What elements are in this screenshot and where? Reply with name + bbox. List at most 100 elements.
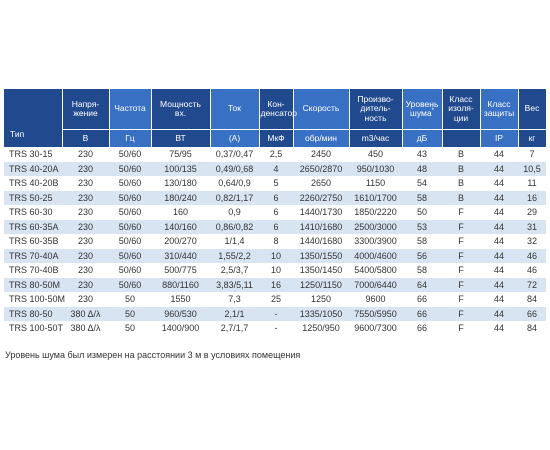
table-cell: 44 [480, 321, 518, 336]
header-noise: Уровень шума* [402, 89, 443, 130]
unit-noise: дБ [402, 129, 443, 147]
unit-insulation [442, 129, 481, 147]
header-label: Вес [524, 103, 540, 114]
table-cell: 1440/1680 [293, 234, 349, 249]
table-cell: 32 [518, 234, 546, 249]
table-cell: 0,82/1,17 [210, 190, 259, 205]
table-cell: 1250/950 [293, 321, 349, 336]
table-cell: 4 [259, 161, 293, 176]
unit-power: ВТ [151, 129, 211, 147]
table-cell: 1150 [349, 176, 402, 191]
table-cell: 500/775 [151, 263, 210, 278]
table-cell: 160 [151, 205, 210, 220]
table-cell: 1550 [151, 292, 210, 307]
header-label: Класс изоля-ции [448, 93, 474, 123]
table-cell: 230 [62, 205, 109, 220]
header-label: Класс защиты [483, 98, 515, 118]
header-speed: Скорость [293, 89, 350, 130]
type-cell: TRS 100-50T [4, 321, 63, 336]
table-cell: 66 [402, 321, 442, 336]
table-cell: 50/60 [109, 176, 151, 191]
table-cell: 46 [518, 248, 546, 263]
header-protection: Класс защиты [480, 89, 519, 130]
unit-protection: IP [480, 129, 519, 147]
unit-capacity: m3/час [349, 129, 403, 147]
table-cell: 66 [518, 306, 546, 321]
table-cell: 230 [62, 234, 109, 249]
header-label: Напря-жение [71, 98, 100, 118]
table-cell: 84 [518, 292, 546, 307]
table-cell: B [442, 176, 480, 191]
table-row: TRS 30-15 230 50/60 75/95 0,37/0,47 2,5 2450 45… [4, 147, 546, 162]
specs-table: Тип Напря-жение Частота Мощность вх. Ток … [4, 89, 547, 336]
table-cell: 1350/1550 [293, 248, 349, 263]
table-body: TRS 30-15 230 50/60 75/95 0,37/0,47 2,5 2450 45… [4, 147, 546, 336]
table-cell: 200/270 [151, 234, 210, 249]
type-cell: TRS 60-35A [4, 219, 62, 234]
table-cell: 2,7/1,7 [210, 321, 259, 336]
table-cell: 380 Δ/λ [62, 306, 109, 321]
table-cell: 50 [109, 306, 151, 321]
header-label: Произво-дитель-ность [357, 93, 394, 123]
table-row: TRS 70-40B 230 50/60 500/775 2,5/3,7 10 1350/1… [4, 263, 546, 278]
header-label: Частота [114, 103, 146, 114]
table-cell: 44 [480, 292, 518, 307]
table-cell: 7,3 [210, 292, 259, 307]
table-cell: 230 [62, 219, 109, 234]
table-row: TRS 80-50 380 Δ/λ 50 960/530 2,1/1-1335/1050… [4, 306, 546, 321]
table-cell: 2,5 [259, 147, 293, 162]
table-cell: 2,1/1 [210, 306, 259, 321]
table-cell: 380 Δ/λ [62, 321, 109, 336]
table-cell: 44 [480, 147, 518, 162]
table-cell: F [442, 234, 480, 249]
table-cell: 9600 [349, 292, 402, 307]
table-cell: 44 [480, 176, 518, 191]
table-cell: 10,5 [518, 161, 546, 176]
table-row: TRS 80-50M 230 50/60 880/1160 3,83/5,11 16 125… [4, 277, 546, 292]
table-cell: 44 [480, 277, 518, 292]
table-cell: 1410/1680 [293, 219, 349, 234]
table-cell: 450 [349, 147, 402, 162]
header-power: Мощность вх. [151, 89, 211, 130]
table-cell: 230 [62, 263, 109, 278]
table-cell: F [442, 248, 480, 263]
type-cell: TRS 60-35B [4, 234, 62, 249]
table-cell: 1250 [293, 292, 349, 307]
table-cell: 25 [259, 292, 293, 307]
table-cell: 950/1030 [349, 161, 402, 176]
table-cell: 48 [402, 161, 442, 176]
table-cell: 6 [259, 219, 293, 234]
table-cell: 50/60 [109, 147, 151, 162]
table-cell: 880/1160 [151, 277, 210, 292]
table-header: Тип Напря-жение Частота Мощность вх. Ток … [4, 89, 547, 147]
table-row: TRS 50-25 230 50/60 180/240 0,82/1,17 6 2260/2… [4, 190, 546, 205]
type-cell: TRS 100-50M [4, 292, 65, 307]
type-cell: TRS 70-40B [4, 263, 62, 278]
table-row: TRS 60-35B 230 50/60 200/270 1/1,4 8 1440/1680… [4, 234, 546, 249]
table-cell: 2650/2870 [293, 161, 349, 176]
table-cell: 50/60 [109, 234, 151, 249]
table-cell: 44 [480, 263, 518, 278]
table-cell: 2650 [293, 176, 349, 191]
header-insulation: Класс изоля-ции [442, 89, 481, 130]
table-cell: 1440/1730 [293, 205, 349, 220]
table-cell: 5400/5800 [349, 263, 402, 278]
table-cell: 230 [62, 292, 109, 307]
table-cell: 1,55/2,2 [210, 248, 259, 263]
header-frequency: Частота [109, 89, 152, 130]
table-cell: 180/240 [151, 190, 210, 205]
table-cell: 1850/2220 [349, 205, 402, 220]
table-cell: F [442, 219, 480, 234]
table-cell: 50 [109, 292, 151, 307]
type-cell: TRS 80-50M [4, 277, 62, 292]
table-cell: F [442, 205, 480, 220]
table-cell: 50/60 [109, 205, 151, 220]
table-cell: F [442, 321, 480, 336]
table-cell: 50/60 [109, 277, 151, 292]
table-cell: B [442, 147, 480, 162]
table-row: TRS 100-50M 230 50 1550 7,3 25 1250 9600 66 F 44 84 [4, 292, 546, 307]
table-cell: 1350/1450 [293, 263, 349, 278]
table-cell: 43 [402, 147, 442, 162]
table-cell: 29 [518, 205, 546, 220]
table-cell: 2500/3000 [349, 219, 402, 234]
